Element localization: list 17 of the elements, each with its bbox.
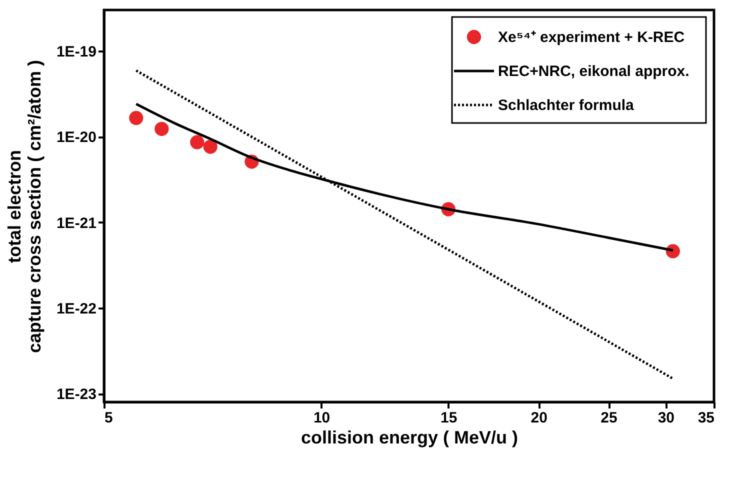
x-tick-label: 5 (104, 410, 113, 426)
y-axis-title: total electron capture cross section ( cm²/atom ) (4, 60, 44, 354)
x-axis-title: collision energy ( MeV/u ) (300, 428, 518, 448)
x-tick-label: 15 (440, 410, 458, 426)
y-tick-label: 1E-22 (56, 300, 96, 318)
x-tick-label: 30 (658, 410, 675, 426)
x-tick-label: 35 (698, 410, 714, 426)
x-tick-label: 20 (530, 410, 548, 426)
y-tick-label: 1E-23 (56, 386, 96, 404)
y-tick-label: 1E-20 (56, 129, 96, 146)
x-tick-label: 10 (313, 410, 330, 426)
legend-label: Schlachter formula (498, 97, 635, 114)
y-tick-label: 1E-21 (56, 214, 96, 232)
y-tick-label: 1E-19 (56, 43, 96, 60)
x-tick-label: 25 (600, 410, 618, 426)
legend-label: REC+NRC, eikonal approx. (498, 63, 690, 80)
legend-label: Xe⁵⁴⁺ experiment + K-REC (498, 29, 685, 46)
